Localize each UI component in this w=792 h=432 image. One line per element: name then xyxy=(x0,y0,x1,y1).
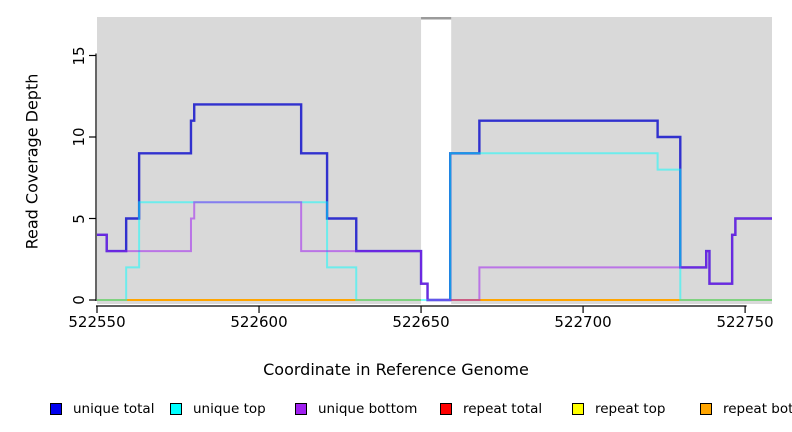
y-tick-label: 15 xyxy=(70,45,88,66)
legend-swatch xyxy=(50,403,62,415)
legend-swatch xyxy=(440,403,452,415)
legend-swatch xyxy=(170,403,182,415)
coverage-gap xyxy=(421,19,452,304)
legend-item-repeat-total: repeat total xyxy=(440,399,542,419)
legend-label: unique top xyxy=(193,401,266,417)
x-tick-label: 522750 xyxy=(716,313,774,331)
legend-item-unique-bottom: unique bottom xyxy=(295,399,417,419)
legend-item-unique-top: unique top xyxy=(170,399,266,419)
legend-label: repeat total xyxy=(463,401,543,417)
legend-item-repeat-top: repeat top xyxy=(572,399,665,419)
series-unique-bottom xyxy=(97,201,772,301)
legend: unique total unique top unique bottom repea… xyxy=(0,399,792,421)
y-tick-label: 0 xyxy=(70,295,88,305)
series-unique-top xyxy=(97,152,772,301)
legend-item-unique-total: unique total xyxy=(50,399,154,419)
legend-label: unique bottom xyxy=(318,401,418,417)
legend-swatch xyxy=(572,403,584,415)
y-tick-label: 10 xyxy=(70,127,88,147)
x-tick-label: 522550 xyxy=(68,313,126,331)
y-tick-label: 5 xyxy=(70,213,88,224)
legend-label: repeat bottom xyxy=(723,401,792,417)
x-axis-title: Coordinate in Reference Genome xyxy=(263,360,529,379)
legend-swatch xyxy=(295,403,307,415)
legend-swatch xyxy=(700,403,712,415)
x-tick-label: 522600 xyxy=(230,313,288,331)
y-axis-title: Read Coverage Depth xyxy=(22,73,42,250)
legend-label: repeat top xyxy=(595,401,666,417)
x-tick-label: 522700 xyxy=(554,313,612,331)
coverage-gap-cap xyxy=(421,17,452,20)
x-tick-label: 522650 xyxy=(392,313,450,331)
legend-label: unique total xyxy=(73,401,155,417)
legend-item-repeat-bottom: repeat bottom xyxy=(700,399,792,419)
